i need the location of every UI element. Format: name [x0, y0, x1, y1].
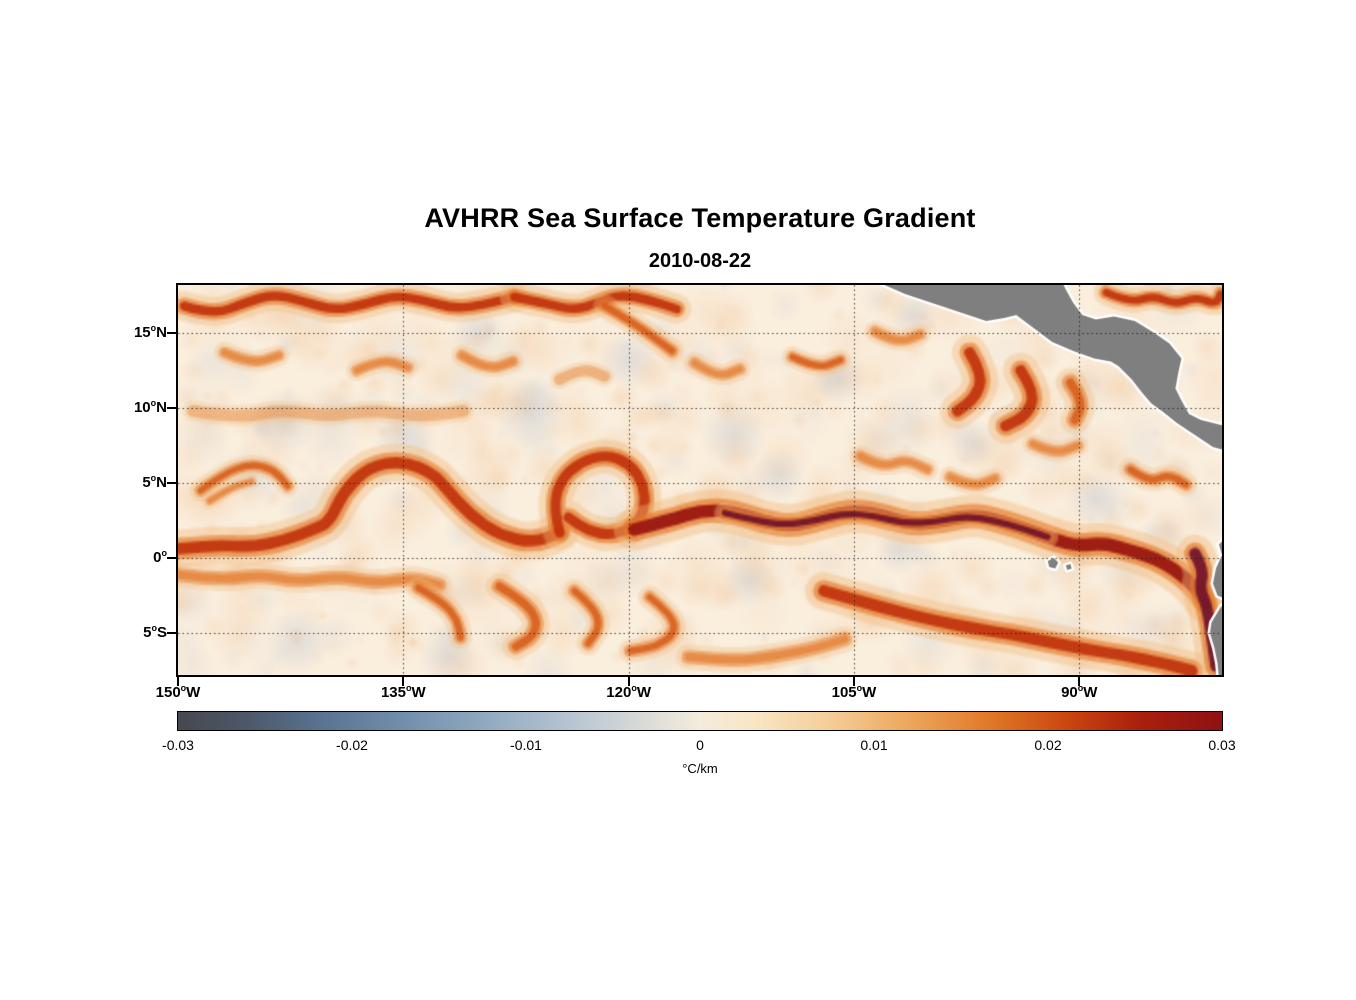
colorbar-gradient [178, 712, 1222, 730]
x-tick-label-120W: 120oW [606, 683, 651, 702]
map-axes-frame [176, 283, 1224, 677]
colorbar-tick-label: -0.02 [336, 737, 368, 753]
x-tick-label-90W: 90oW [1061, 683, 1098, 702]
sst-gradient-map [178, 285, 1222, 675]
colorbar-tick-label: -0.03 [162, 737, 194, 753]
figure-title: AVHRR Sea Surface Temperature Gradient [424, 203, 976, 233]
colorbar-tick-label: 0.02 [1034, 737, 1062, 753]
y-tick-label-5N: 5oN [142, 473, 167, 492]
x-tick-mark [852, 677, 855, 686]
y-tick-label-10N: 10oN [133, 398, 167, 417]
y-tick-mark [167, 482, 176, 484]
x-tick-label-135W: 135oW [380, 683, 426, 702]
x-tick-label-105W: 105oW [831, 683, 877, 702]
y-tick-mark [167, 332, 176, 334]
x-tick-label-150W: 150oW [155, 683, 201, 702]
y-tick-mark [167, 557, 176, 559]
colorbar-tick-label: -0.01 [510, 737, 542, 753]
y-tick-label-5S: 5oS [143, 623, 167, 642]
y-tick-mark [167, 407, 176, 409]
colorbar-tick-label: 0 [696, 737, 704, 753]
x-tick-mark [177, 677, 179, 686]
y-tick-label-15N: 15oN [133, 323, 167, 342]
x-tick-mark [1078, 677, 1081, 686]
y-tick-mark [167, 632, 176, 634]
x-tick-mark [627, 677, 630, 686]
y-tick-label-0eq: 0o [153, 548, 167, 567]
colorbar-tick-label: 0.01 [860, 737, 888, 753]
figure-date-subtitle: 2010-08-22 [648, 250, 752, 272]
x-tick-mark [402, 677, 405, 686]
colorbar-tick-label: 0.03 [1208, 737, 1236, 753]
colorbar-frame [177, 711, 1223, 731]
colorbar-unit-label: °C/km [682, 761, 718, 776]
